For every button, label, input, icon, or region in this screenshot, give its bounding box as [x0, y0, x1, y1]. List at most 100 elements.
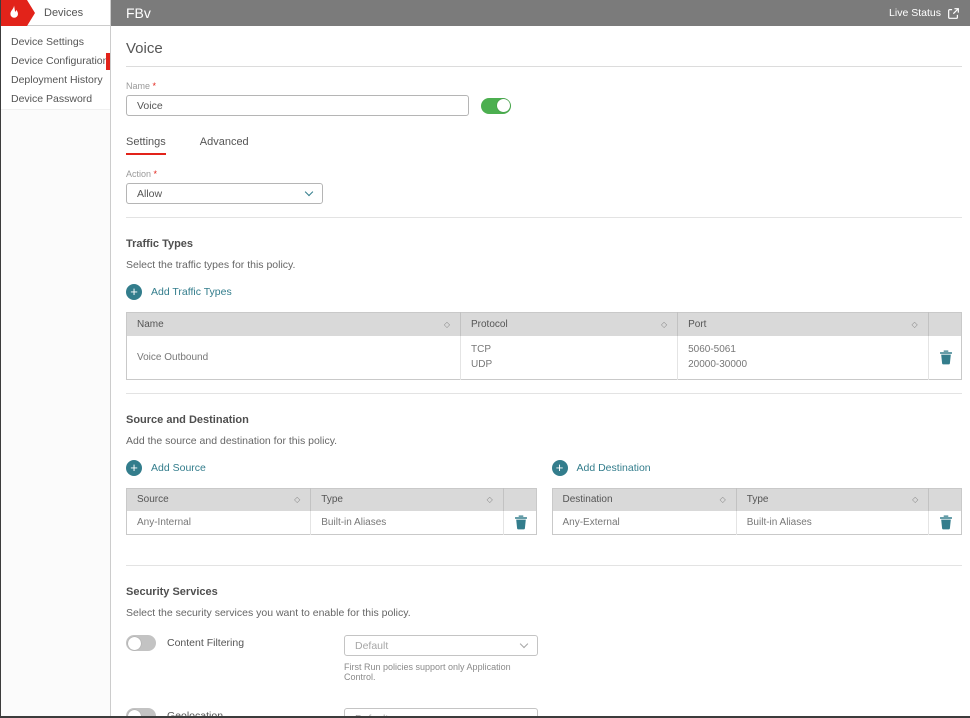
section-divider — [126, 565, 962, 566]
table-row: Any-External Built-in Aliases — [552, 511, 962, 535]
main-content: Voice Name * Settings Advanced Action * … — [111, 26, 970, 716]
trash-icon — [940, 515, 953, 530]
section-divider — [126, 217, 962, 218]
traffic-col-port[interactable]: Port ◇ — [677, 312, 929, 336]
content-filtering-row: Content Filtering Default First Run poli… — [126, 635, 962, 682]
sort-icon: ◇ — [486, 495, 493, 505]
geolocation-label: Geolocation — [167, 710, 224, 716]
policy-name-input[interactable] — [126, 95, 469, 116]
source-destination-description: Add the source and destination for this … — [126, 434, 338, 447]
sort-icon: ◇ — [294, 495, 301, 505]
action-select-value: Allow — [137, 187, 163, 200]
source-col-source[interactable]: Source ◇ — [126, 488, 312, 511]
device-name-title: FBv — [126, 5, 151, 21]
required-asterisk: * — [152, 81, 157, 91]
geolocation-select-value: Default — [355, 713, 388, 717]
content-filtering-note: First Run policies support only Applicat… — [344, 662, 511, 682]
add-source-button[interactable]: + Add Source — [126, 459, 206, 476]
add-traffic-types-button[interactable]: + Add Traffic Types — [126, 284, 232, 300]
plus-icon: + — [126, 459, 142, 476]
security-services-description: Select the security services you want to… — [126, 607, 411, 619]
sort-icon: ◇ — [912, 495, 919, 505]
toggle-knob — [127, 709, 141, 716]
destination-col-actions — [928, 488, 962, 511]
source-row-value: Any-Internal — [126, 511, 312, 535]
content-filtering-select-value: Default — [355, 639, 389, 652]
chevron-down-icon — [519, 712, 529, 716]
traffic-row-ports: 5060-5061 20000-30000 — [677, 335, 929, 379]
tab-settings[interactable]: Settings — [126, 136, 166, 155]
content-filtering-select[interactable]: Default — [344, 635, 538, 656]
content-filtering-toggle[interactable] — [126, 635, 156, 651]
source-column: + Add Source Source ◇ Type ◇ Any-Internal … — [126, 447, 537, 535]
traffic-row-name: Voice Outbound — [126, 335, 461, 379]
tab-bar: Settings Advanced — [126, 136, 962, 155]
sidebar-item-device-configuration[interactable]: Device Configuration — [1, 52, 110, 71]
sidebar-menu: Device Settings Device Configuration Dep… — [1, 26, 110, 110]
action-field-label: Action * — [126, 169, 158, 179]
topbar: FBv Live Status — [111, 0, 970, 26]
page-title: Voice — [126, 40, 962, 67]
add-source-label: Add Source — [151, 461, 206, 474]
destination-row-value: Any-External — [552, 511, 737, 535]
table-row: Any-Internal Built-in Aliases — [126, 511, 536, 535]
add-destination-button[interactable]: + Add Destination — [551, 459, 651, 476]
plus-icon: + — [126, 284, 142, 300]
source-col-type[interactable]: Type ◇ — [310, 488, 504, 511]
sidebar: Devices Device Settings Device Configura… — [1, 0, 111, 716]
sidebar-item-deployment-history[interactable]: Deployment History — [11, 74, 103, 86]
toggle-knob — [127, 636, 141, 650]
source-row-type: Built-in Aliases — [310, 511, 504, 535]
live-status-link[interactable]: Live Status — [889, 7, 960, 20]
traffic-col-actions — [928, 312, 962, 336]
add-destination-label: Add Destination — [576, 461, 651, 474]
section-divider — [126, 392, 962, 394]
traffic-row-protocols: TCP UDP — [460, 335, 679, 379]
sort-icon: ◇ — [719, 495, 726, 505]
security-services-heading: Security Services — [126, 586, 218, 598]
sort-icon: ◇ — [660, 319, 668, 329]
destination-col-type[interactable]: Type ◇ — [736, 488, 930, 511]
sort-icon: ◇ — [443, 319, 450, 329]
chevron-down-icon — [304, 187, 314, 197]
sort-icon: ◇ — [911, 319, 918, 329]
live-status-label: Live Status — [889, 7, 941, 19]
name-field-label: Name * — [126, 81, 157, 91]
delete-source-button[interactable] — [514, 515, 528, 530]
action-select[interactable]: Allow — [126, 183, 323, 204]
external-link-icon — [948, 7, 959, 19]
delete-traffic-type-button[interactable] — [939, 350, 953, 365]
watchguard-flame-icon — [1, 0, 27, 26]
destination-col-destination[interactable]: Destination ◇ — [552, 488, 737, 511]
trash-icon — [939, 350, 952, 364]
traffic-col-name[interactable]: Name ◇ — [126, 312, 461, 336]
logo-arrow — [27, 0, 35, 26]
sidebar-header: Devices — [1, 0, 110, 26]
chevron-down-icon — [519, 639, 529, 649]
policy-enabled-toggle[interactable] — [481, 97, 511, 114]
required-asterisk: * — [153, 169, 158, 179]
geolocation-row: Geolocation Default — [126, 708, 962, 716]
plus-icon: + — [551, 459, 568, 476]
sidebar-title: Devices — [44, 6, 84, 19]
toggle-knob — [496, 99, 510, 112]
sidebar-item-device-settings[interactable]: Device Settings — [11, 36, 84, 48]
delete-destination-button[interactable] — [939, 515, 953, 530]
traffic-types-heading: Traffic Types — [126, 238, 194, 250]
geolocation-select[interactable]: Default — [344, 708, 538, 716]
tab-advanced[interactable]: Advanced — [199, 136, 249, 148]
source-table: Source ◇ Type ◇ Any-Internal Built-in Alia… — [126, 487, 537, 535]
traffic-types-description: Select the traffic types for this policy… — [126, 259, 296, 271]
geolocation-toggle[interactable] — [126, 708, 156, 716]
trash-icon — [514, 515, 527, 530]
table-row: Voice Outbound TCP UDP 5060-5061 20000-3… — [126, 335, 962, 379]
sidebar-item-device-password[interactable]: Device Password — [11, 93, 93, 105]
add-traffic-types-label: Add Traffic Types — [151, 286, 232, 298]
traffic-col-protocol[interactable]: Protocol ◇ — [460, 312, 679, 336]
traffic-types-table: Name ◇ Protocol ◇ Port ◇ Voice Outbound TCP… — [126, 312, 962, 380]
content-filtering-label: Content Filtering — [167, 637, 245, 649]
destination-row-type: Built-in Aliases — [736, 511, 930, 535]
destination-column: + Add Destination Destination ◇ Type ◇ Any… — [551, 447, 962, 535]
source-col-actions — [503, 488, 536, 511]
source-destination-heading: Source and Destination — [126, 413, 249, 426]
